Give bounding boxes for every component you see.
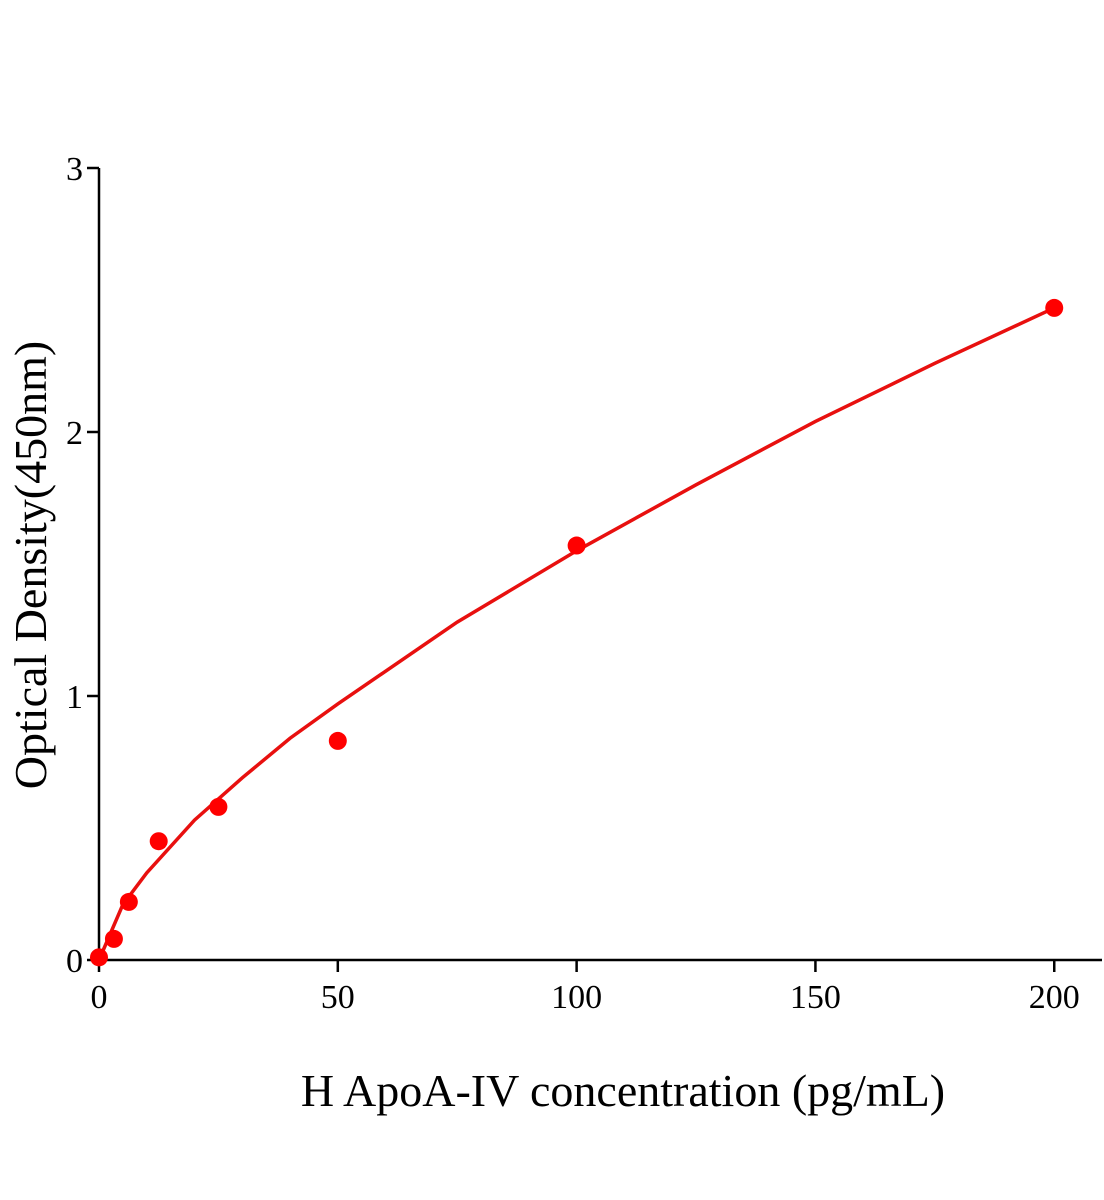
x-axis-label: H ApoA-IV concentration (pg/mL) xyxy=(301,1065,945,1116)
y-tick-label: 2 xyxy=(66,415,83,452)
x-tick-label: 50 xyxy=(321,979,355,1016)
x-tick-label: 200 xyxy=(1029,979,1080,1016)
data-point xyxy=(119,892,138,911)
data-point xyxy=(104,929,123,948)
y-tick-label: 3 xyxy=(66,151,83,188)
x-tick-label: 150 xyxy=(790,979,841,1016)
y-tick-label: 1 xyxy=(66,679,83,716)
x-tick-label: 100 xyxy=(551,979,602,1016)
x-tick-label: 0 xyxy=(91,979,108,1016)
y-axis-label: Optical Density(450nm) xyxy=(5,341,56,789)
data-point xyxy=(209,797,228,816)
data-point xyxy=(328,731,347,750)
data-point xyxy=(90,948,108,967)
y-tick-label: 0 xyxy=(66,943,83,980)
data-point xyxy=(149,832,168,851)
fit-curve xyxy=(97,306,1055,961)
data-point xyxy=(1045,298,1064,317)
data-point xyxy=(567,536,586,555)
